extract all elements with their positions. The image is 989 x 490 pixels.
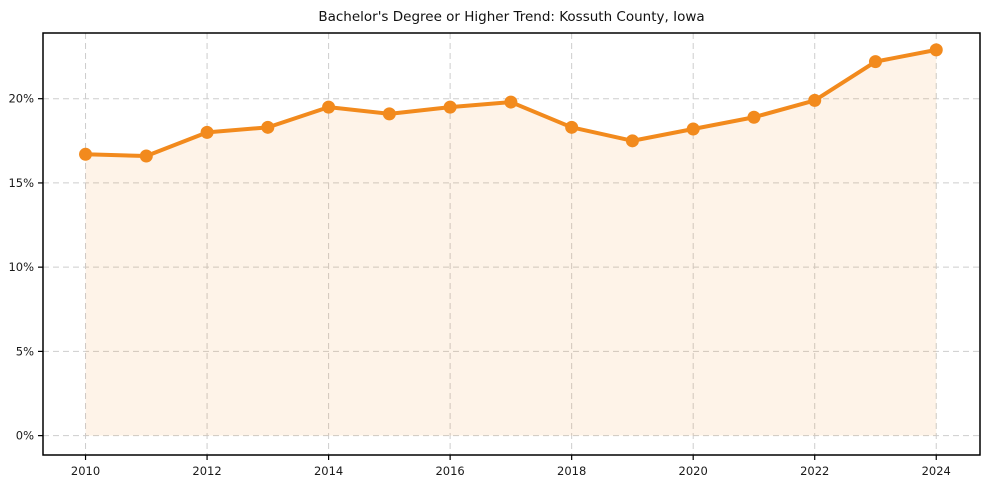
x-tick-label: 2024 [922,464,951,478]
y-tick-label: 10% [8,260,34,274]
data-point [200,125,214,139]
data-point [261,120,275,134]
data-point [747,110,761,124]
data-point [322,100,336,114]
data-point [625,134,639,148]
x-tick-label: 2014 [314,464,343,478]
data-point [139,149,153,163]
data-point [868,55,882,69]
data-point [382,107,396,121]
area-fill [85,49,937,436]
y-tick-label: 20% [8,92,34,106]
x-tick-label: 2020 [679,464,708,478]
data-point [443,100,457,114]
x-tick-label: 2012 [192,464,221,478]
data-point [808,93,822,107]
data-point [929,43,943,57]
x-tick-label: 2018 [557,464,586,478]
x-tick-label: 2016 [435,464,464,478]
data-point [504,95,518,109]
plot-border [42,32,981,456]
y-tick-label: 5% [16,344,34,358]
x-tick-label: 2022 [800,464,829,478]
y-tick-label: 0% [16,429,34,443]
chart-title: Bachelor's Degree or Higher Trend: Kossu… [318,9,705,25]
data-point [686,122,700,136]
data-point [565,120,579,134]
data-point [79,147,93,161]
x-tick-label: 2010 [71,464,100,478]
y-tick-label: 15% [8,176,34,190]
